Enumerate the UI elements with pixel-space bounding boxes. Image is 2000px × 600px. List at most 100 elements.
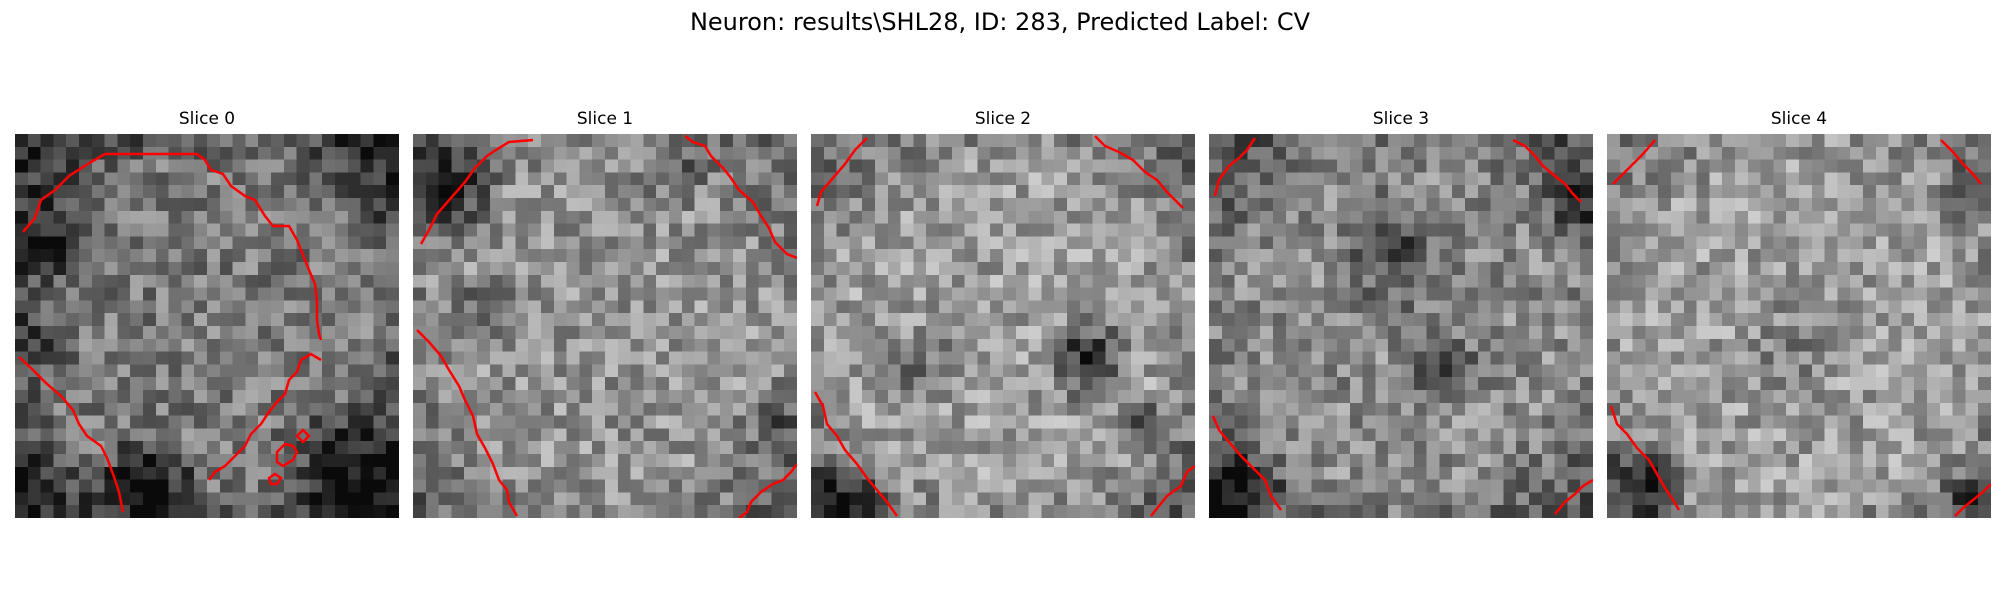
pixel [347, 262, 362, 276]
pixel [1285, 198, 1300, 212]
pixel [1824, 172, 1838, 186]
pixel [360, 351, 374, 365]
pixel [1516, 466, 1530, 481]
pixel [194, 454, 208, 468]
pixel [1209, 223, 1223, 237]
pixel [720, 249, 734, 263]
pixel [1118, 198, 1132, 212]
pixel [1850, 351, 1864, 365]
pixel [1850, 364, 1864, 378]
pixel [40, 338, 54, 353]
pixel [1388, 492, 1402, 506]
pixel [1209, 287, 1223, 301]
pixel [502, 223, 516, 237]
pixel [413, 262, 427, 276]
pixel [1722, 428, 1736, 442]
pixel [1658, 146, 1672, 161]
pixel [271, 198, 285, 212]
pixel [296, 134, 310, 148]
pixel [451, 466, 465, 481]
pixel [1067, 274, 1081, 289]
pixel [1298, 146, 1312, 161]
pixel [1054, 287, 1068, 301]
pixel [1285, 210, 1300, 225]
pixel [862, 313, 876, 327]
pixel [15, 377, 29, 391]
pixel [27, 172, 42, 186]
pixel [823, 210, 838, 225]
pixel [771, 300, 785, 314]
pixel [553, 492, 568, 506]
pixel [875, 351, 889, 365]
pixel [1131, 300, 1145, 314]
pixel [758, 466, 772, 481]
pixel [1413, 236, 1428, 250]
pixel [643, 274, 657, 289]
pixel [1285, 505, 1300, 518]
pixel [194, 402, 208, 417]
pixel [1965, 210, 1979, 225]
pixel [1824, 364, 1838, 378]
pixel [1401, 300, 1415, 314]
pixel [1067, 338, 1081, 353]
pixel [1516, 402, 1530, 417]
pixel [1658, 287, 1672, 301]
pixel [1683, 402, 1698, 417]
pixel [53, 249, 67, 263]
pixel [413, 185, 427, 199]
pixel [1079, 210, 1094, 225]
pixel [977, 479, 991, 493]
pixel [1503, 300, 1517, 314]
pixel [1978, 415, 1991, 429]
pixel [1683, 300, 1698, 314]
pixel [541, 236, 555, 250]
pixel [528, 466, 542, 481]
pixel [630, 287, 644, 301]
pixel [1143, 415, 1158, 429]
pixel [1760, 210, 1774, 225]
pixel [40, 390, 54, 404]
pixel [1388, 402, 1402, 417]
pixel [117, 300, 131, 314]
pixel [836, 313, 850, 327]
pixel [1156, 402, 1170, 417]
pixel [1607, 428, 1621, 442]
pixel [79, 300, 93, 314]
pixel [207, 313, 221, 327]
pixel [1285, 338, 1300, 353]
pixel [528, 274, 542, 289]
pixel [1041, 249, 1055, 263]
pixel [887, 134, 902, 148]
slice-4-panel [1607, 134, 1991, 518]
pixel [1079, 146, 1094, 161]
pixel [1105, 159, 1119, 173]
pixel [40, 262, 54, 276]
pixel [1182, 249, 1195, 263]
pixel [1927, 300, 1941, 314]
pixel [900, 402, 914, 417]
pixel [630, 313, 644, 327]
pixel [53, 223, 67, 237]
pixel [322, 210, 336, 225]
pixel [1465, 262, 1479, 276]
pixel [1273, 326, 1287, 340]
pixel [1965, 274, 1979, 289]
pixel [502, 441, 516, 455]
pixel [1607, 390, 1621, 404]
pixel [1092, 223, 1106, 237]
pixel [1273, 185, 1287, 199]
pixel [1285, 223, 1300, 237]
pixel [681, 210, 696, 225]
pixel [951, 466, 966, 481]
pixel [849, 236, 863, 250]
pixel [836, 402, 850, 417]
pixel [1118, 402, 1132, 417]
pixel [1067, 351, 1081, 365]
pixel [1003, 326, 1017, 340]
pixel [694, 287, 708, 301]
pixel [630, 338, 644, 353]
pixel [605, 262, 619, 276]
pixel [1901, 402, 1915, 417]
pixel [592, 185, 606, 199]
pixel [1298, 454, 1312, 468]
